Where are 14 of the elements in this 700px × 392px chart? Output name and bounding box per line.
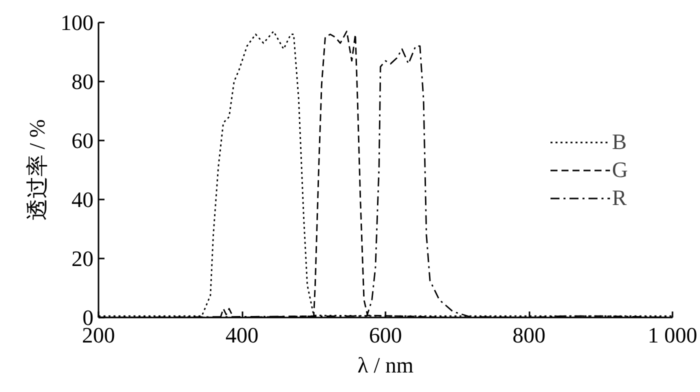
x-axis-title: λ / nm <box>358 352 414 378</box>
y-tick-label: 100 <box>60 10 94 35</box>
legend-label: B <box>612 128 628 154</box>
legend-label: G <box>612 156 629 182</box>
y-tick-label: 60 <box>72 128 94 153</box>
y-tick-label: 80 <box>72 69 94 94</box>
x-tick-label: 400 <box>226 322 258 348</box>
x-tick-label: 800 <box>512 322 546 348</box>
legend-label: R <box>612 184 628 210</box>
y-tick-label: 40 <box>72 187 94 212</box>
x-tick-label: 600 <box>369 322 402 348</box>
y-axis-title: 透过率 / % <box>24 119 50 221</box>
y-tick-label: 20 <box>72 246 94 271</box>
x-tick-label: 1 000 <box>648 322 698 348</box>
